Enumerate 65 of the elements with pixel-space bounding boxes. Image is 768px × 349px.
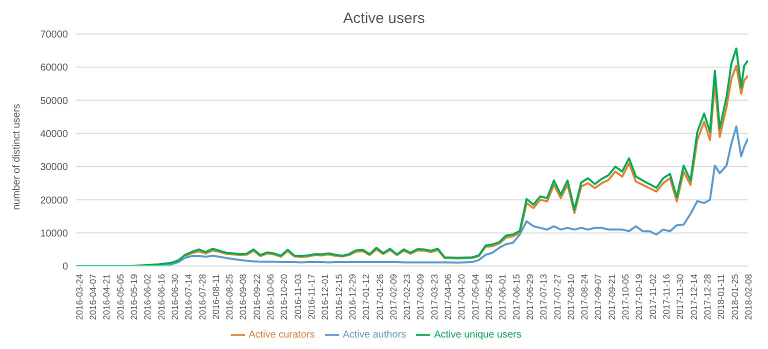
x-tick-label: 2016-10-06 [266, 274, 276, 320]
x-tick-label: 2018-01-25 [730, 274, 740, 320]
x-tick-label: 2017-04-06 [443, 274, 454, 320]
legend-label: Active authors [342, 330, 406, 341]
x-tick-label: 2017-05-04 [470, 274, 480, 320]
x-tick-label: 2017-07-27 [552, 274, 562, 320]
x-tick-label: 2016-04-07 [88, 274, 98, 320]
y-tick-label: 10000 [40, 228, 68, 240]
x-tick-label: 2016-07-14 [184, 274, 194, 320]
chart-title: Active users [342, 9, 426, 29]
x-tick-label: 2016-06-16 [156, 274, 166, 320]
x-tick-label: 2017-05-18 [484, 274, 494, 320]
x-tick-label: 2016-08-25 [224, 274, 235, 320]
x-tick-label: 2016-03-24 [74, 274, 84, 320]
line-series [76, 48, 748, 266]
x-tick-label: 2018-01-11 [716, 274, 726, 320]
x-tick-label: 2016-10-20 [279, 274, 290, 320]
y-tick-label: 70000 [40, 30, 68, 41]
y-tick-label: 20000 [40, 195, 68, 206]
y-tick-label: 40000 [40, 128, 68, 140]
x-tick-label: 2018-02-08 [743, 274, 754, 320]
x-tick-label: 2017-11-02 [648, 274, 658, 320]
x-tick-label: 2017-09-21 [606, 274, 617, 320]
y-tick-label: 50000 [40, 96, 68, 107]
x-tick-label: 2016-04-21 [102, 274, 112, 320]
line-series [184, 64, 748, 260]
x-tick-label: 2016-11-03 [292, 274, 303, 320]
x-tick-label: 2017-12-28 [702, 274, 712, 320]
x-tick-label: 2016-06-02 [142, 274, 153, 320]
x-tick-label: 2017-11-30 [675, 274, 686, 320]
y-tick-label: 0 [62, 262, 68, 273]
x-tick-label: 2016-05-05 [115, 274, 126, 320]
x-tick-label: 2016-12-01 [320, 274, 330, 320]
x-tick-label: 2017-12-14 [688, 274, 699, 320]
x-tick-label: 2016-12-29 [347, 274, 358, 320]
x-tick-label: 2017-08-10 [566, 274, 576, 320]
x-tick-label: 2017-03-09 [416, 274, 426, 320]
x-tick-label: 2016-11-17 [306, 274, 317, 320]
x-tick-label: 2017-07-13 [538, 274, 549, 320]
x-tick-label: 2017-08-24 [580, 274, 590, 320]
x-tick-label: 2017-06-15 [511, 274, 522, 320]
x-tick-label: 2017-02-09 [388, 274, 398, 320]
x-tick-label: 2017-04-20 [456, 274, 467, 320]
y-tick-label: 30000 [40, 162, 68, 174]
y-tick-label: 60000 [40, 62, 68, 74]
x-tick-label: 2017-10-19 [634, 274, 644, 320]
x-tick-label: 2016-08-11 [210, 274, 221, 320]
x-tick-label: 2016-06-30 [170, 274, 180, 320]
x-tick-label: 2016-07-28 [197, 274, 208, 320]
x-tick-label: 2017-11-16 [662, 274, 672, 320]
x-tick-label: 2016-12-15 [334, 274, 344, 320]
legend-label: Active unique users [434, 330, 522, 341]
legend-label: Active curators [248, 330, 315, 341]
x-tick-label: 2016-09-22 [252, 274, 262, 320]
x-tick-label: 2017-03-23 [429, 274, 440, 320]
x-tick-label: 2017-01-12 [361, 274, 372, 320]
x-tick-label: 2017-06-01 [498, 274, 508, 320]
x-tick-label: 2016-09-08 [238, 274, 248, 320]
x-tick-label: 2017-09-07 [593, 274, 604, 320]
x-tick-label: 2017-02-23 [402, 274, 412, 320]
x-tick-label: 2016-05-19 [129, 274, 140, 320]
x-tick-label: 2017-10-05 [620, 274, 631, 320]
x-tick-label: 2017-06-29 [524, 274, 535, 320]
y-axis-title: number of distinct users [12, 104, 23, 210]
x-tick-label: 2017-01-26 [374, 274, 385, 320]
